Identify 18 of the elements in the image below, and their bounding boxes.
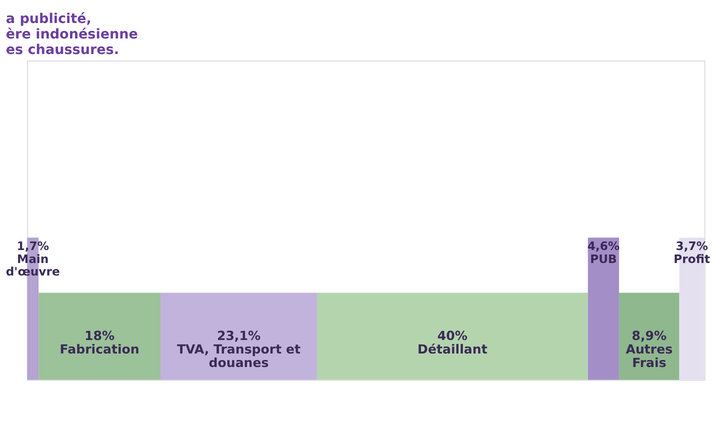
series-label: Main d'œuvre: [6, 252, 60, 278]
data-label: 3,7%: [676, 239, 708, 254]
series-label: Profit: [674, 252, 710, 266]
data-label: 23,1%: [216, 328, 261, 344]
bar: [160, 292, 317, 380]
series-label: TVA, Transport et douanes: [176, 342, 301, 370]
chart-title: a publicité, ère indonésienne es chaussures.: [6, 10, 138, 58]
series-label: Détaillant: [418, 342, 488, 357]
bar: [588, 238, 620, 380]
series-label: PUB: [590, 252, 618, 266]
data-label: 40%: [437, 328, 468, 344]
series-label: Autres Frais: [626, 342, 673, 370]
bar: [316, 292, 588, 380]
bar: [38, 292, 161, 380]
data-label: 1,7%: [16, 239, 50, 254]
data-label: 18%: [84, 328, 116, 344]
data-label: 8,9%: [632, 328, 668, 344]
series-label: Fabrication: [60, 342, 140, 357]
